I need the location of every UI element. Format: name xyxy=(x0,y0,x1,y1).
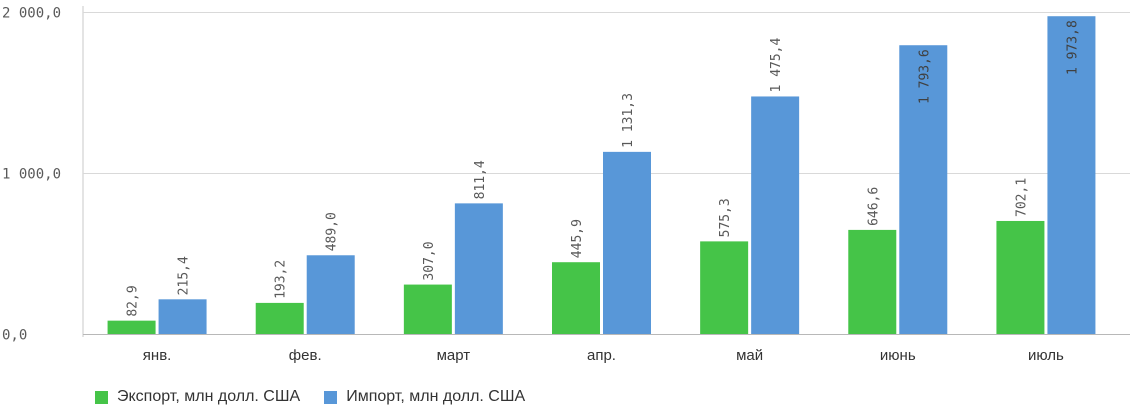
legend: Экспорт, млн долл. США Импорт, млн долл.… xyxy=(95,388,549,406)
bar-import xyxy=(603,151,651,334)
legend-label-import: Импорт, млн долл. США xyxy=(346,388,526,405)
data-label-export: 646,6 xyxy=(866,187,881,226)
y-tick-label: 1 000,0 xyxy=(2,167,61,183)
bar-import xyxy=(454,203,503,334)
bar-export xyxy=(107,320,156,334)
bar-import xyxy=(751,96,800,334)
data-label-import: 1 131,3 xyxy=(621,93,636,148)
data-label-export: 702,1 xyxy=(1014,178,1029,217)
chart-svg: 0,0 1 000,0 2 000,0 82,9 215,4 янв. 193,2 489,0… xyxy=(2,6,1130,364)
x-tick-label: апр. xyxy=(587,347,616,364)
data-label-import: 489,0 xyxy=(325,212,340,251)
x-tick-label: май xyxy=(736,347,763,364)
data-label-export: 307,0 xyxy=(422,241,437,280)
data-label-import: 1 475,4 xyxy=(769,38,784,93)
x-tick-label: янв. xyxy=(143,347,172,364)
data-label-export: 193,2 xyxy=(274,260,289,299)
data-label-import: 811,4 xyxy=(473,160,488,199)
data-label-export: 82,9 xyxy=(126,285,141,316)
legend-swatch-export xyxy=(95,390,108,404)
bar-export xyxy=(848,229,897,334)
y-tick-label: 2 000,0 xyxy=(2,6,61,22)
legend-item-export: Экспорт, млн долл. США xyxy=(95,388,300,406)
legend-label-export: Экспорт, млн долл. США xyxy=(117,388,301,405)
x-tick-label: июль xyxy=(1028,347,1064,364)
bar-import xyxy=(1047,16,1096,334)
x-tick-label: фев. xyxy=(289,347,322,364)
x-tick-label: март xyxy=(437,347,471,364)
bar-export xyxy=(996,220,1045,334)
data-label-import: 1 973,8 xyxy=(1065,20,1080,75)
bar-export xyxy=(255,302,304,334)
data-label-export: 445,9 xyxy=(570,219,585,258)
data-label-import: 1 793,6 xyxy=(917,49,932,104)
legend-item-import: Импорт, млн долл. США xyxy=(324,388,525,406)
bar-import xyxy=(306,255,355,334)
bar-import xyxy=(899,45,948,334)
bar-export xyxy=(700,241,749,334)
bar-export xyxy=(403,284,452,334)
x-tick-label: июнь xyxy=(880,347,916,364)
bar-export xyxy=(552,262,600,334)
y-tick-label: 0,0 xyxy=(2,328,27,344)
data-label-import: 215,4 xyxy=(177,256,192,295)
bar-import xyxy=(158,299,207,334)
legend-swatch-import xyxy=(324,390,338,404)
data-label-export: 575,3 xyxy=(718,198,733,237)
